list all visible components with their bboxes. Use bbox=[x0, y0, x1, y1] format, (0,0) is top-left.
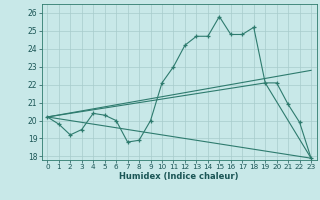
X-axis label: Humidex (Indice chaleur): Humidex (Indice chaleur) bbox=[119, 172, 239, 181]
